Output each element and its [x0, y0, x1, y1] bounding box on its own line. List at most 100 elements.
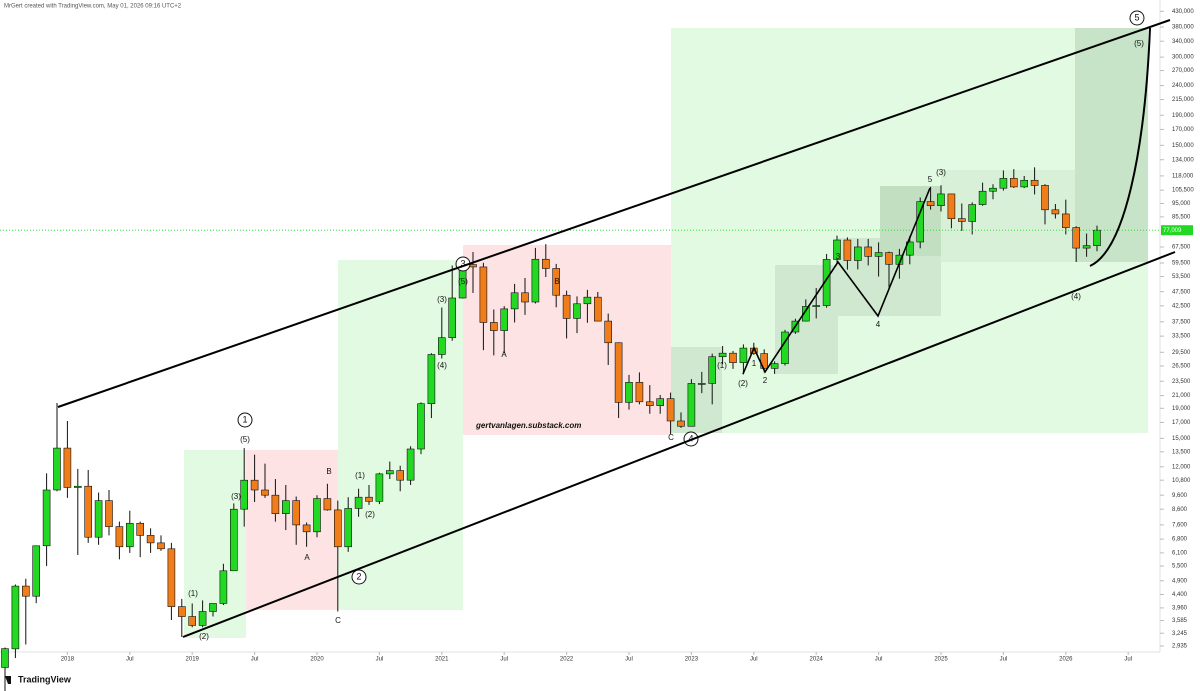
channel-line — [182, 251, 1176, 638]
candle-body — [281, 500, 290, 515]
candle-body — [354, 496, 363, 509]
annotation: (4) — [1071, 292, 1081, 301]
x-tick-label: Jul — [875, 657, 883, 663]
candle-body — [1072, 227, 1080, 249]
candle-body — [822, 259, 831, 306]
candle-body — [157, 542, 165, 550]
candle-body — [302, 524, 311, 533]
candle-body — [1, 648, 9, 668]
annotation-circle — [237, 412, 253, 428]
candle-body — [198, 611, 207, 626]
annotation: C — [335, 616, 341, 625]
annotation: (2) — [365, 510, 375, 519]
y-tick-label: 9,600 — [1172, 493, 1188, 499]
candle-body — [84, 485, 92, 538]
candle-body — [333, 509, 342, 548]
x-tick-label: Jul — [500, 657, 508, 663]
candle-body — [271, 494, 280, 515]
candle-body — [94, 500, 103, 538]
candle-body — [146, 535, 155, 544]
y-tick-label: 190,000 — [1172, 113, 1194, 119]
annotation-circle — [351, 569, 367, 585]
candle-body — [562, 294, 571, 319]
y-tick-label: 19,000 — [1172, 406, 1191, 412]
box — [1075, 28, 1148, 262]
candle-body — [417, 403, 425, 450]
plot: 430,000 380,000 340,000 300,000 270,000 240,0… — [0, 9, 1194, 691]
annotation: (5) — [1134, 39, 1144, 48]
annotation: 1 — [752, 359, 757, 368]
logo: TradingView — [18, 674, 72, 684]
annotation: 2 — [356, 571, 361, 581]
candle-body — [635, 382, 644, 403]
candle-body — [448, 297, 457, 338]
annotation: B — [326, 467, 331, 476]
x-tick-label: Jul — [625, 657, 633, 663]
annotation: (5) — [458, 277, 468, 286]
candle-body — [645, 401, 654, 406]
candle-body — [801, 306, 810, 322]
candle-body — [240, 479, 248, 510]
x-tick-label: Jul — [750, 657, 758, 663]
candle-body — [230, 508, 238, 572]
candle-body — [541, 258, 550, 269]
candle-body — [105, 500, 113, 527]
candle-body — [770, 363, 779, 369]
candle-body — [42, 489, 51, 547]
candle-body — [1030, 179, 1039, 186]
annotation: 3 — [836, 252, 841, 261]
trend-lines — [57, 19, 1176, 638]
candle-body — [1093, 229, 1101, 246]
x-tick-label: 2020 — [310, 657, 324, 663]
annotation: 5 — [928, 175, 933, 184]
last-price-box — [1161, 225, 1193, 236]
x-tick-label: Jul — [1124, 657, 1132, 663]
annotation: (3) — [437, 295, 447, 304]
candle-body — [469, 264, 477, 268]
y-tick-label: 215,000 — [1172, 97, 1194, 103]
candle-body — [729, 352, 737, 363]
x-tick-label: 2019 — [186, 657, 200, 663]
x-tick-label: 2026 — [1059, 657, 1073, 663]
y-tick-label: 105,500 — [1172, 188, 1194, 194]
y-tick-label: 380,000 — [1172, 25, 1194, 31]
candle-body — [1009, 178, 1018, 188]
candle-body — [666, 398, 675, 422]
candle-body — [593, 296, 602, 322]
candle-body — [53, 447, 61, 491]
y-tick-label: 240,000 — [1172, 83, 1194, 89]
candle-body — [1041, 185, 1049, 211]
candle-body — [1020, 179, 1029, 188]
candle-body — [604, 320, 613, 344]
y-tick-label: 85,500 — [1172, 214, 1191, 220]
y-tick-label: 430,000 — [1172, 9, 1194, 15]
candle-body — [188, 616, 196, 626]
candle-body — [687, 383, 696, 427]
box — [941, 170, 1075, 262]
y-tick-label: 42,500 — [1172, 303, 1191, 309]
y-tick-label: 10,800 — [1172, 478, 1191, 484]
watermark: gertvanlagen.substack.com — [475, 421, 581, 430]
annotation: (2) — [199, 632, 209, 641]
annotation: 3 — [460, 258, 465, 268]
candle-body — [531, 258, 540, 303]
annotation: 5 — [1134, 12, 1139, 22]
candle-body — [843, 239, 852, 261]
candle-body — [365, 496, 373, 502]
candle-body — [905, 241, 914, 256]
y-tick-label: 23,500 — [1172, 379, 1191, 385]
candle-body — [313, 498, 321, 533]
annotation: (3) — [936, 168, 946, 177]
candle-body — [32, 545, 41, 597]
candle-body — [697, 383, 706, 385]
candle-body — [292, 500, 301, 526]
candle-body — [583, 296, 592, 305]
candle-body — [968, 204, 977, 222]
candle-body — [1082, 245, 1091, 249]
annotation: (3) — [231, 492, 241, 501]
y-tick-label: 67,500 — [1172, 245, 1191, 251]
y-tick-label: 95,000 — [1172, 201, 1191, 207]
candle-body — [957, 218, 966, 222]
annotation: 2 — [763, 376, 768, 385]
